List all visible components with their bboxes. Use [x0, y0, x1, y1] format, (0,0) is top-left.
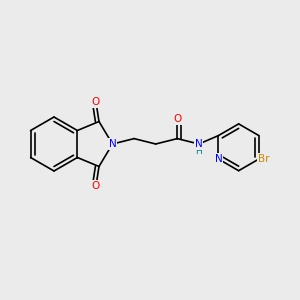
Text: O: O [92, 97, 100, 107]
Text: O: O [92, 181, 100, 191]
Text: N: N [195, 139, 203, 149]
Text: N: N [109, 139, 116, 149]
Text: O: O [173, 114, 182, 124]
Text: H: H [196, 147, 202, 156]
Text: N: N [214, 154, 222, 164]
Text: Br: Br [258, 154, 269, 164]
